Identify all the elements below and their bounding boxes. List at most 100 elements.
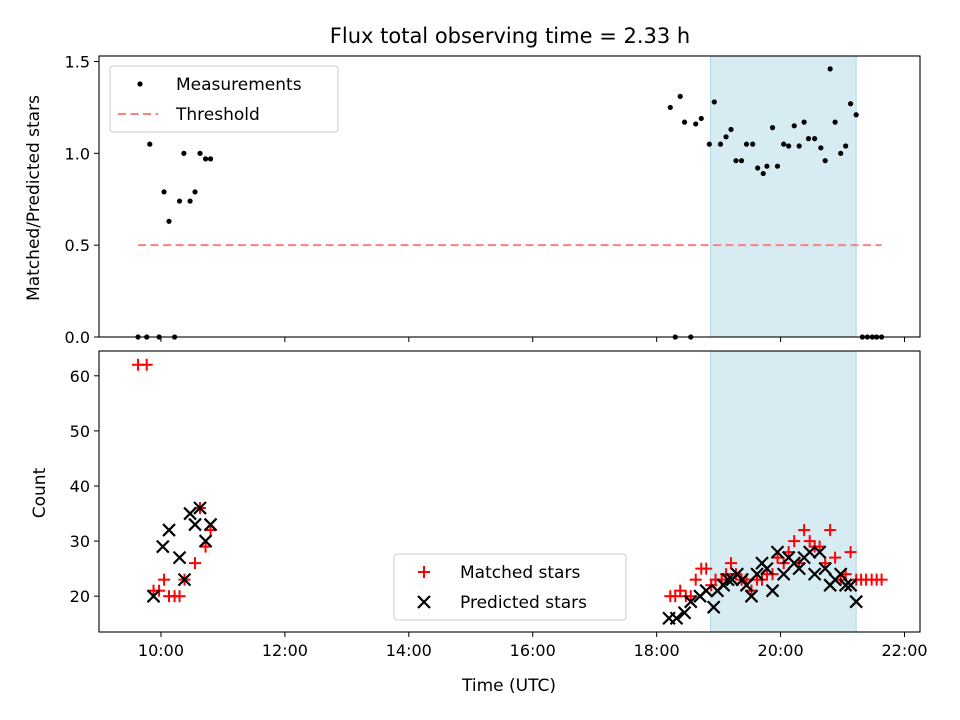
predicted-stars-point-35 xyxy=(802,545,817,559)
predicted-stars-point-9 xyxy=(203,517,218,532)
y-tick-label-3: 1.5 xyxy=(65,53,90,72)
predicted-stars-point-7 xyxy=(193,501,207,515)
matched-stars-point-9 xyxy=(189,557,202,570)
predicted-stars-point-33 xyxy=(792,561,806,576)
matched-stars-point-54 xyxy=(875,573,888,586)
measurements-point-10 xyxy=(192,189,198,195)
measurements-point-43 xyxy=(822,158,828,164)
predicted-stars-point-6 xyxy=(188,517,202,532)
measurements-point-28 xyxy=(743,141,750,147)
measurements-point-35 xyxy=(781,141,787,147)
predicted-stars-point-13 xyxy=(683,594,698,609)
measurements-point-29 xyxy=(750,141,756,147)
predicted-stars-point-5-b xyxy=(183,506,197,521)
matched-stars-point-20 xyxy=(700,562,713,575)
legend: Matched stars Predicted stars xyxy=(393,553,627,621)
measurements-point-40 xyxy=(805,136,812,142)
measurements-point-21 xyxy=(706,141,712,147)
predicted-stars-point-27-b xyxy=(760,561,774,576)
predicted-stars-point-44-b xyxy=(849,594,863,609)
legend-entry-predicted-stars-label: Predicted stars xyxy=(460,593,587,613)
predicted-stars-point-24-b xyxy=(744,589,759,603)
measurements-point-16 xyxy=(677,93,683,100)
predicted-stars-point-12-b xyxy=(677,605,692,620)
measurements-point-45 xyxy=(832,119,838,125)
x-tick-label-5: 20:00 xyxy=(758,641,804,660)
legend-entry-matched-stars-swatch xyxy=(418,566,430,578)
predicted-stars-point-43 xyxy=(843,578,858,592)
measurements-point-26 xyxy=(733,158,739,164)
x-axis-label: Time (UTC) xyxy=(461,676,556,696)
measurements-point-34 xyxy=(774,163,781,169)
measurements-point-37 xyxy=(791,123,797,129)
predicted-stars-point-42 xyxy=(838,578,853,592)
predicted-stars-point-44 xyxy=(849,594,863,609)
shaded-interval xyxy=(710,350,857,633)
predicted-stars-point-16-b xyxy=(706,600,721,614)
measurements-point-12 xyxy=(202,156,209,162)
measurements-point-44 xyxy=(827,66,833,72)
predicted-stars-point-24 xyxy=(744,589,759,603)
predicted-stars-point-30 xyxy=(776,567,791,581)
measurements-point-38 xyxy=(796,143,802,149)
measurements-point-25 xyxy=(728,126,734,133)
measurements-point-48 xyxy=(848,101,854,107)
matched-stars-point-39 xyxy=(798,524,811,537)
measurements-point-30 xyxy=(755,165,761,171)
measurements-point-32 xyxy=(764,163,770,169)
predicted-stars-point-30-b xyxy=(776,567,791,581)
y-axis-label-bottom: Count xyxy=(30,467,50,518)
predicted-stars-point-7-b xyxy=(193,501,207,515)
predicted-stars-point-3 xyxy=(172,550,187,565)
predicted-stars-point-29-b xyxy=(770,545,785,559)
predicted-stars-point-15-b xyxy=(699,583,714,598)
measurements-point-11 xyxy=(197,150,203,156)
legend-entry-measurements-label: Measurements xyxy=(176,75,302,95)
x-tick-label-3: 16:00 xyxy=(510,641,556,660)
predicted-stars-point-27 xyxy=(760,561,774,576)
predicted-stars-point-8-b xyxy=(198,534,213,548)
axes-frame xyxy=(98,350,921,633)
legend-entry-predicted-stars-swatch xyxy=(417,595,431,609)
predicted-stars-point-41-b xyxy=(833,567,848,581)
matched-stars-point-1 xyxy=(140,358,153,371)
y-tick-label-2: 40 xyxy=(70,477,90,496)
matched-stars-point-4 xyxy=(158,573,171,586)
predicted-stars-point-42-b xyxy=(838,578,853,592)
measurements-point-2 xyxy=(147,141,153,147)
measurements-point-4 xyxy=(161,189,167,195)
measurements-point-46 xyxy=(838,150,844,156)
measurements-point-7 xyxy=(176,198,183,204)
chart-title: Flux total observing time = 2.33 h xyxy=(330,24,690,48)
measurements-point-31 xyxy=(760,170,766,177)
measurements-point-47 xyxy=(843,143,849,149)
measurements-point-23 xyxy=(717,141,724,147)
predicted-stars-point-13-b xyxy=(683,594,698,609)
x-tick-label-1: 12:00 xyxy=(262,641,308,660)
predicted-stars-point-0 xyxy=(146,589,161,603)
measurements-point-39 xyxy=(801,119,807,125)
measurements-point-20 xyxy=(698,115,704,122)
ratio-panel: 0.0 0.5 1.0 1.5 Measurements Threshold xyxy=(65,53,921,347)
predicted-stars-point-23 xyxy=(739,578,754,592)
legend-box xyxy=(109,65,339,133)
legend-entry-matched-stars: Matched stars xyxy=(418,563,580,583)
predicted-stars-point-19 xyxy=(721,572,735,587)
predicted-stars-point-2 xyxy=(162,523,176,537)
predicted-stars-point-28 xyxy=(765,583,780,598)
legend-entry-measurements-swatch xyxy=(137,81,143,87)
y-axis-label-top: Matched/Predicted stars xyxy=(24,95,44,301)
matched-stars-point-15 xyxy=(674,584,687,597)
y-tick-label-2: 1.0 xyxy=(65,144,90,163)
predicted-stars-point-37-b xyxy=(812,545,827,559)
measurements-point-27 xyxy=(738,158,745,164)
matched-stars-point-48 xyxy=(844,546,857,559)
legend-entry-measurements: Measurements xyxy=(137,75,302,95)
predicted-stars-point-2-b xyxy=(162,523,176,537)
predicted-stars-point-1 xyxy=(156,539,170,554)
matched-stars-point-18 xyxy=(689,573,702,586)
predicted-stars-point-16 xyxy=(706,600,721,614)
measurements-point-36 xyxy=(786,143,792,149)
measurements-point-42 xyxy=(818,145,824,151)
predicted-stars-point-25 xyxy=(750,567,764,581)
